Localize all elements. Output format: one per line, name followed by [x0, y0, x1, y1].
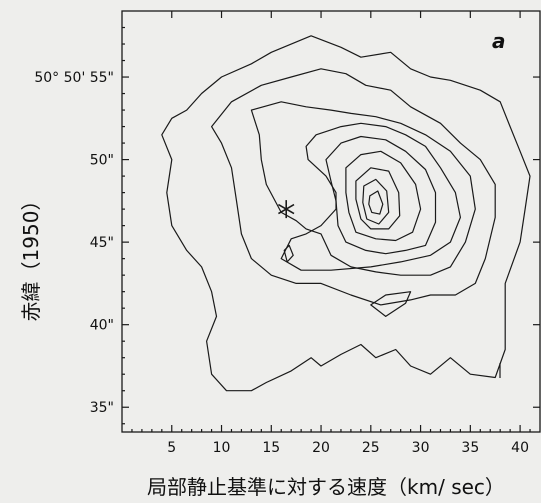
- contour-level-11: [370, 291, 412, 317]
- x-axis-title: 局部静止基準に対する速度（km/ sec）: [147, 475, 505, 499]
- contour-level-8: [362, 178, 390, 225]
- contour-level-2: [211, 68, 496, 306]
- contour-level-1: [161, 35, 531, 392]
- contour-lines: [161, 35, 531, 392]
- x-tick-label: 40: [511, 440, 529, 456]
- y-tick-label: 50": [90, 153, 114, 169]
- y-axis-title: 赤緯（1950）: [19, 191, 43, 322]
- x-tick-label: 30: [412, 440, 430, 456]
- markers: [278, 200, 295, 219]
- x-tick-label: 25: [362, 440, 380, 456]
- x-tick-label: 15: [262, 440, 280, 456]
- x-tick-label: 5: [167, 440, 176, 456]
- x-axis-ticks: 5 10 15 20 25 30 35 40: [131, 11, 531, 456]
- contour-level-9: [368, 190, 384, 215]
- x-tick-label: 10: [213, 440, 231, 456]
- contour-level-6: [345, 150, 422, 242]
- x-tick-label: 20: [312, 440, 330, 456]
- contour-level-3: [250, 101, 476, 276]
- y-tick-label: 35": [90, 400, 114, 416]
- y-axis-ticks: 35" 40" 45" 50" 50° 50' 55": [34, 26, 540, 425]
- contour-level-4: [280, 122, 461, 271]
- panel-label: a: [492, 29, 506, 53]
- star-marker: [278, 200, 295, 219]
- y-tick-label: 45": [90, 235, 114, 251]
- x-tick-label: 35: [461, 440, 479, 456]
- contour-level-7: [355, 167, 401, 230]
- y-tick-label: 50° 50' 55": [34, 70, 114, 86]
- y-tick-label: 40": [90, 318, 114, 334]
- contour-level-5: [325, 135, 437, 255]
- contour-level-10: [283, 244, 294, 263]
